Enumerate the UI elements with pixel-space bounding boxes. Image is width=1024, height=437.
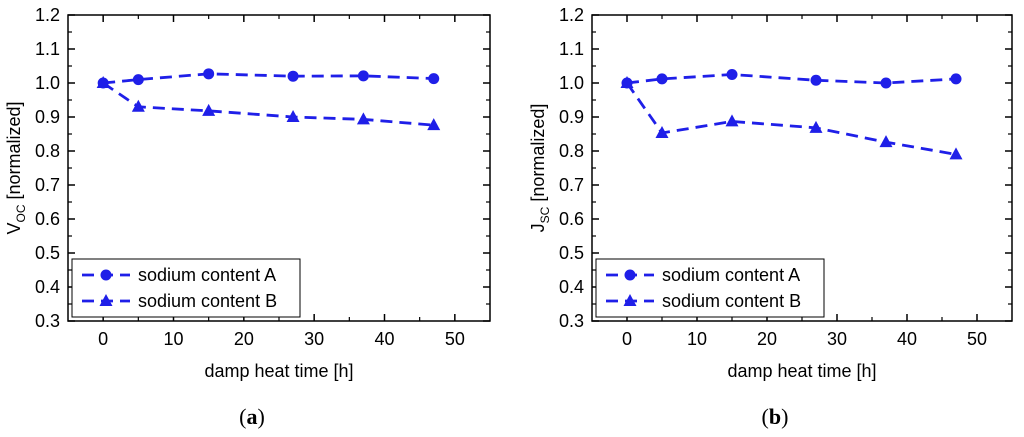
- panel-label-open: (: [239, 404, 246, 429]
- y-tick-label: 0.8: [35, 141, 60, 161]
- y-tick-label: 0.7: [559, 175, 584, 195]
- data-point-triangle: [96, 76, 110, 88]
- panel-label-letter: b: [769, 404, 781, 429]
- data-point-triangle: [427, 118, 441, 131]
- y-tick-label: 1.2: [35, 5, 60, 25]
- y-tick-label: 0.9: [35, 107, 60, 127]
- y-tick-label: 0.7: [35, 175, 60, 195]
- data-point-triangle: [286, 110, 300, 122]
- y-tick-label: 0.4: [559, 277, 584, 297]
- y-tick-label: 0.6: [559, 209, 584, 229]
- x-tick-label: 10: [687, 329, 707, 349]
- data-point-triangle: [202, 103, 216, 116]
- panel-label: (a): [239, 404, 265, 429]
- panel-label-close: ): [258, 404, 265, 429]
- legend-label: sodium content A: [138, 265, 276, 285]
- data-point-circle: [132, 74, 144, 86]
- x-tick-label: 50: [445, 329, 465, 349]
- x-tick-label: 50: [967, 329, 987, 349]
- x-tick-label: 20: [234, 329, 254, 349]
- data-point-circle: [810, 74, 822, 86]
- x-tick-label: 10: [163, 329, 183, 349]
- x-tick-label: 0: [98, 329, 108, 349]
- x-tick-label: 0: [622, 329, 632, 349]
- series-line-a: [626, 73, 957, 85]
- data-point-circle: [428, 73, 440, 85]
- data-point-triangle: [356, 112, 370, 125]
- chart-panel-b: 0.3 0.4 0.5 0.6 0.7 0.8 0.9 1.0 1.1 1.2 0 10 20 30 40 5…: [528, 5, 1013, 429]
- y-axis-title-main: V: [4, 223, 24, 235]
- panel-label-letter: a: [247, 404, 258, 429]
- y-axis-title-sub: OC: [14, 204, 28, 222]
- y-tick-label: 0.3: [559, 311, 584, 331]
- data-point-circle: [357, 70, 369, 82]
- y-tick-label: 0.5: [35, 243, 60, 263]
- x-tick-label: 30: [827, 329, 847, 349]
- y-axis-title: VOC [normalized]: [4, 101, 28, 234]
- x-tick-label: 30: [304, 329, 324, 349]
- series-line-a: [103, 72, 434, 85]
- series-line-b: [102, 81, 434, 127]
- y-axis-title-main: J: [528, 223, 548, 232]
- y-tick-label: 0.5: [559, 243, 584, 263]
- y-tick-label: 1.1: [35, 39, 60, 59]
- y-tick-label: 1.2: [559, 5, 584, 25]
- y-tick-label: 0.3: [35, 311, 60, 331]
- legend-label: sodium content B: [662, 291, 801, 311]
- legend: sodium content A sodium content B: [71, 258, 301, 318]
- y-tick-label: 0.6: [35, 209, 60, 229]
- legend: sodium content A sodium content B: [595, 258, 825, 318]
- series-line-b: [625, 82, 957, 156]
- y-tick-label: 0.8: [559, 141, 584, 161]
- legend-box: [71, 258, 301, 318]
- data-point-circle: [726, 69, 738, 80]
- data-point-triangle: [620, 76, 634, 88]
- data-point-triangle: [131, 99, 145, 112]
- y-tick-label: 0.4: [35, 277, 60, 297]
- data-point-circle: [656, 73, 668, 85]
- legend-marker-triangle: [99, 294, 113, 306]
- panel-label: (b): [762, 404, 789, 429]
- x-tick-label: 20: [757, 329, 777, 349]
- x-tick-label: 40: [374, 329, 394, 349]
- data-point-triangle: [879, 135, 893, 148]
- y-axis-title: JSC [normalized]: [528, 104, 552, 233]
- y-tick-label: 1.0: [559, 73, 584, 93]
- data-point-circle: [287, 70, 299, 82]
- legend-box: [595, 258, 825, 318]
- data-point-triangle: [949, 147, 963, 160]
- data-point-circle: [880, 77, 892, 89]
- legend-label: sodium content A: [662, 265, 800, 285]
- data-point-triangle: [725, 114, 739, 127]
- data-point-triangle: [655, 125, 669, 138]
- y-tick-label: 1.0: [35, 73, 60, 93]
- legend-marker-circle: [624, 269, 636, 281]
- x-axis-title: damp heat time [h]: [727, 361, 876, 381]
- panel-label-open: (: [762, 404, 769, 429]
- legend-label: sodium content B: [138, 291, 277, 311]
- x-tick-label: 40: [897, 329, 917, 349]
- y-axis-title-rest: [normalized]: [4, 101, 24, 204]
- y-axis-title-rest: [normalized]: [528, 104, 548, 207]
- chart-panel-a: 0.3 0.4 0.5 0.6 0.7 0.8 0.9 1.0 1.1 1.2 0 10 20 30 40 5…: [4, 5, 491, 429]
- x-axis-title: damp heat time [h]: [204, 361, 353, 381]
- data-point-triangle: [809, 120, 823, 133]
- y-axis-title-sub: SC: [538, 206, 552, 223]
- data-point-circle: [203, 68, 215, 80]
- legend-marker-triangle: [623, 294, 637, 306]
- panel-label-close: ): [781, 404, 788, 429]
- legend-marker-circle: [100, 269, 112, 281]
- y-tick-label: 1.1: [559, 39, 584, 59]
- data-point-circle: [950, 73, 962, 85]
- y-tick-label: 0.9: [559, 107, 584, 127]
